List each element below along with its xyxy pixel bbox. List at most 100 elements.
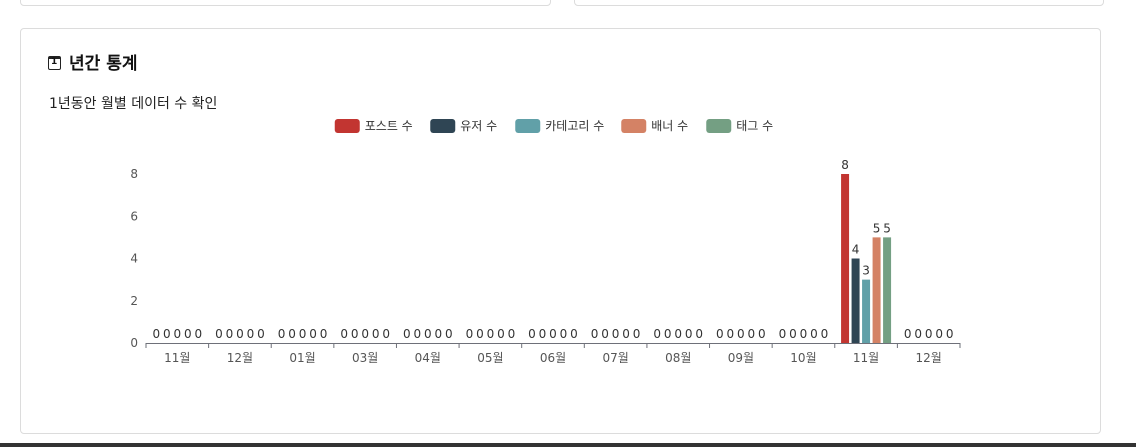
bottom-bar [0,443,1136,447]
data-label: 0 [914,327,922,341]
data-label: 3 [862,264,870,278]
data-label: 0 [403,327,411,341]
data-label: 0 [935,327,943,341]
data-label: 8 [841,158,849,172]
data-label: 0 [194,327,202,341]
data-label: 0 [779,327,787,341]
data-label: 0 [789,327,797,341]
data-label: 0 [904,327,912,341]
top-card-right [574,0,1104,6]
legend-swatch [706,119,732,133]
card-title-text: 년간 통계 [69,54,138,74]
legend-swatch [621,119,647,133]
x-tick-label: 04월 [415,351,441,365]
data-label: 0 [466,327,474,341]
y-tick-label: 0 [130,336,138,350]
legend-label: 태그 수 [736,119,773,133]
data-label: 0 [320,327,328,341]
data-label: 0 [727,327,735,341]
data-label: 0 [309,327,317,341]
data-label: 0 [247,327,255,341]
data-label: 0 [361,327,369,341]
data-label: 5 [873,221,881,235]
data-label: 0 [800,327,808,341]
legend-label: 유저 수 [460,119,497,133]
data-label: 0 [152,327,160,341]
x-tick-label: 05월 [477,351,503,365]
y-tick-label: 8 [130,167,138,181]
data-label: 0 [340,327,348,341]
data-label: 0 [382,327,390,341]
data-label: 0 [622,327,630,341]
data-label: 0 [434,327,442,341]
data-label: 5 [883,221,891,235]
x-tick-label: 11월 [164,351,190,365]
data-label: 0 [695,327,703,341]
data-label: 0 [810,327,818,341]
data-label: 0 [497,327,505,341]
x-tick-label: 03월 [352,351,378,365]
data-label: 0 [946,327,954,341]
data-label: 0 [445,327,453,341]
x-tick-label: 01월 [289,351,315,365]
data-label: 0 [351,327,359,341]
data-label: 0 [173,327,181,341]
data-label: 0 [476,327,484,341]
data-label: 0 [226,327,234,341]
x-tick-label: 09월 [728,351,754,365]
top-card-left [20,0,551,6]
bar [872,237,881,343]
legend-label: 포스트 수 [365,119,413,133]
x-tick-label: 11월 [853,351,879,365]
legend-swatch [430,119,456,133]
data-label: 0 [424,327,432,341]
y-tick-label: 6 [130,209,138,223]
x-tick-label: 10월 [790,351,816,365]
data-label: 0 [685,327,693,341]
data-label: 0 [758,327,766,341]
bar [862,279,871,343]
data-label: 0 [184,327,192,341]
data-label: 0 [716,327,724,341]
data-label: 0 [163,327,171,341]
y-tick-label: 4 [130,252,138,266]
data-label: 0 [413,327,421,341]
data-label: 0 [528,327,536,341]
bar [851,258,860,343]
data-label: 0 [487,327,495,341]
legend-swatch [334,119,360,133]
annual-stats-card: 년간 통계 1년동안 월별 데이터 수 확인 [20,28,1101,434]
data-label: 0 [737,327,745,341]
bar [841,174,850,343]
data-label: 0 [372,327,380,341]
data-label: 0 [633,327,641,341]
data-label: 0 [591,327,599,341]
data-label: 0 [570,327,578,341]
data-label: 4 [852,243,860,257]
y-tick-label: 2 [130,294,138,308]
legend-swatch [515,119,541,133]
data-label: 0 [560,327,568,341]
x-tick-label: 06월 [540,351,566,365]
x-tick-label: 12월 [227,351,253,365]
data-label: 0 [674,327,682,341]
bar [883,237,892,343]
data-label: 0 [549,327,557,341]
x-tick-label: 12월 [916,351,942,365]
data-label: 0 [664,327,672,341]
data-label: 0 [215,327,223,341]
data-label: 0 [539,327,547,341]
data-label: 0 [821,327,829,341]
calendar-icon [48,55,61,70]
data-label: 0 [288,327,296,341]
data-label: 0 [925,327,933,341]
data-label: 0 [601,327,609,341]
data-label: 0 [748,327,756,341]
data-label: 0 [257,327,265,341]
card-title: 년간 통계 [48,49,137,74]
x-tick-label: 08월 [665,351,691,365]
legend-label: 배너 수 [651,119,688,133]
legend-label: 카테고리 수 [545,119,604,133]
data-label: 0 [508,327,516,341]
